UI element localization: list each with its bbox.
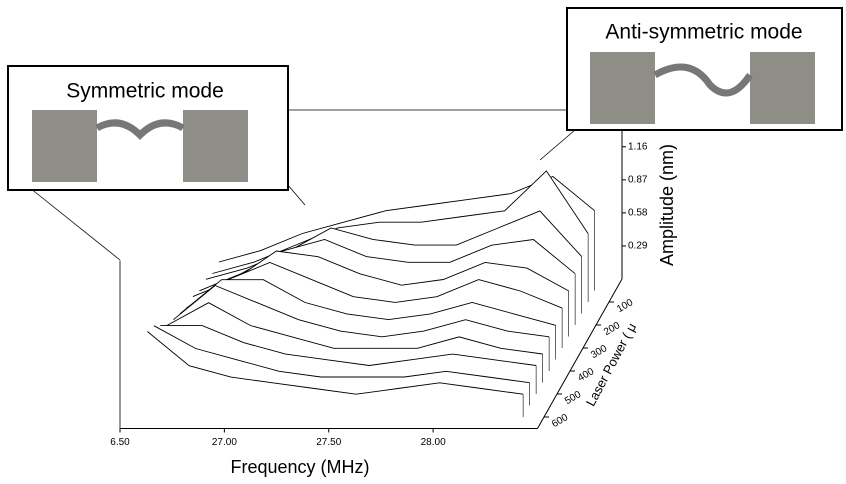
inset-title: Anti-symmetric mode [605, 21, 802, 44]
trace [186, 262, 563, 309]
z-tick-label: 0.87 [628, 174, 648, 185]
z-tick-label: 0.29 [628, 241, 648, 252]
z-axis-label: Amplitude (nm) [657, 144, 677, 266]
inset-antisymmetric: Anti-symmetric mode [566, 7, 843, 131]
block [590, 52, 655, 124]
z-tick-label: 1.16 [628, 141, 648, 152]
inset-symmetric: Symmetric mode [7, 65, 289, 191]
trace [192, 250, 569, 298]
beam [95, 119, 185, 140]
trace [173, 284, 550, 338]
trace [160, 325, 537, 366]
x-tick-label: 27.00 [212, 437, 237, 448]
block [183, 110, 248, 182]
x-tick-label: 27.50 [316, 437, 341, 448]
x-tick-label: 6.50 [110, 437, 130, 448]
y-axis [537, 278, 623, 429]
trace-mask [147, 331, 524, 417]
trace [166, 302, 543, 355]
block [32, 110, 97, 182]
block [750, 52, 815, 124]
y-tick-label: 500 [563, 389, 583, 407]
y-tick-label: 600 [550, 412, 570, 430]
trace [179, 279, 556, 326]
y-tick-label: 100 [615, 297, 635, 315]
trace [147, 331, 524, 395]
x-tick-label: 28.00 [421, 437, 446, 448]
plot-area: 6.50 27.00 27.50 28.001002003004005006000.2… [110, 130, 648, 448]
inset-title: Symmetric mode [66, 80, 224, 103]
z-tick-label: 0.58 [628, 208, 648, 219]
connector [29, 187, 121, 261]
arrow [539, 129, 576, 161]
beam [653, 63, 753, 97]
x-axis-label: Frequency (MHz) [230, 457, 369, 477]
trace [153, 325, 530, 384]
